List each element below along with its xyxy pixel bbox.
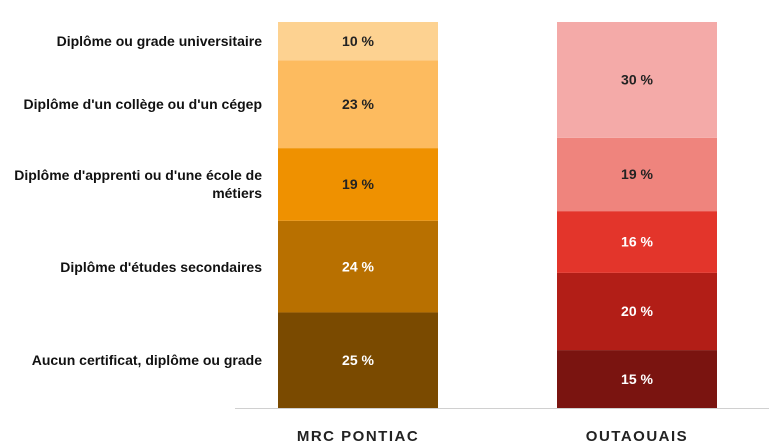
bar-segment [278, 22, 438, 61]
bar-segment [557, 22, 717, 138]
legend-label: Aucun certificat, diplôme ou grade [31, 352, 262, 369]
bar-segment [557, 272, 717, 351]
value-label: 19 % [342, 176, 374, 192]
value-label: 30 % [621, 72, 653, 88]
x-tick-label: MRC PONTIAC [297, 428, 419, 444]
legend-label: Diplôme ou grade universitaire [56, 33, 262, 50]
bar-segment [278, 312, 438, 408]
bar-segment [278, 148, 438, 221]
legend-label: Diplôme d'un collège ou d'un cégep [23, 96, 262, 113]
bar-segment [557, 350, 717, 408]
value-label: 10 % [342, 33, 374, 49]
value-label: 23 % [342, 96, 374, 112]
value-label: 19 % [621, 166, 653, 182]
bar-segment [557, 137, 717, 212]
value-label: 20 % [621, 303, 653, 319]
bar-segment [557, 211, 717, 273]
legend-label: Diplôme d'études secondaires [60, 258, 262, 275]
value-label: 25 % [342, 352, 374, 368]
legend-label: Diplôme d'apprenti ou d'une école de mét… [14, 167, 262, 202]
value-label: 15 % [621, 371, 653, 387]
value-label: 24 % [342, 258, 374, 274]
value-label: 16 % [621, 234, 653, 250]
x-tick-label: OUTAOUAIS [586, 428, 688, 444]
bar-segment [278, 60, 438, 149]
bar-segment [278, 220, 438, 313]
